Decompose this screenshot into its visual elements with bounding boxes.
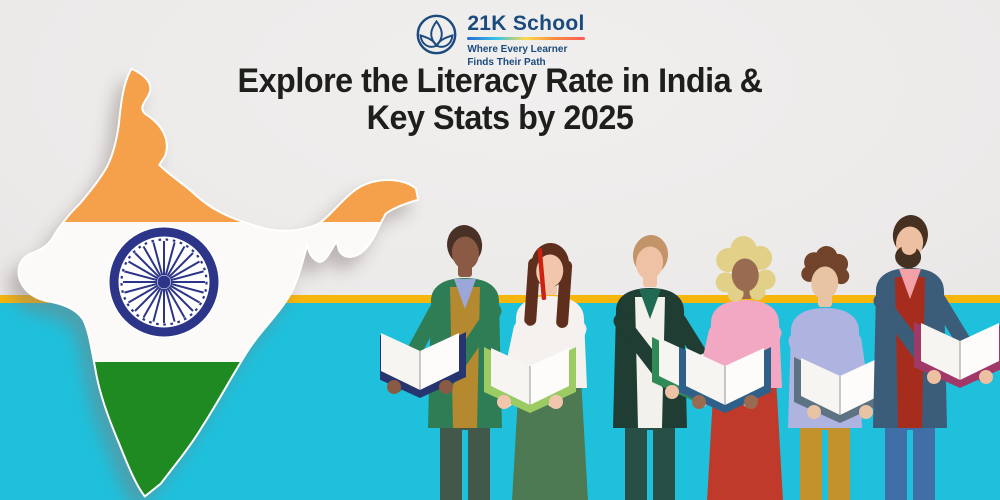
person-lavender-blouse: [788, 246, 886, 500]
open-book-icon: [484, 347, 576, 413]
ashoka-chakra-icon: [108, 226, 220, 338]
brand-text-block: 21K School Where Every Learner Finds The…: [467, 12, 585, 69]
title-line-2: Key Stats by 2025: [366, 99, 634, 138]
head: [715, 236, 776, 302]
brand-underline: [467, 37, 585, 41]
head: [447, 225, 483, 270]
lotus-logo-icon: [416, 14, 457, 55]
open-book-icon: [914, 322, 1000, 388]
brand-logo: 21K School Where Every Learner Finds The…: [0, 12, 1000, 69]
person-woman-white-jacket: [484, 243, 588, 500]
flag-band-saffron: [19, 70, 418, 222]
india-flag-map: [17, 67, 420, 498]
flag-bands: [19, 70, 418, 495]
page-title: Explore the Literacy Rate in India & Key …: [25, 62, 975, 138]
person-man-green-jacket: [380, 225, 502, 500]
brand-tagline-line1: Where Every Learner: [467, 44, 568, 56]
gold-stripe: [0, 295, 1000, 303]
head: [524, 243, 573, 328]
title-line-1: Explore the Literacy Rate in India &: [237, 62, 763, 100]
students-reading-illustration: [380, 215, 1000, 500]
head: [892, 215, 928, 269]
brand-name: 21K School: [467, 12, 585, 35]
person-woman-pink-blouse: [679, 236, 783, 500]
head: [801, 246, 850, 300]
open-book-icon: [679, 347, 771, 413]
head: [632, 235, 669, 280]
flag-band-green: [19, 362, 418, 495]
flag-band-white: [19, 222, 418, 362]
person-man-bearded-blue-jacket: [873, 215, 1000, 500]
brand-tagline-line2: Finds Their Path: [467, 56, 546, 68]
